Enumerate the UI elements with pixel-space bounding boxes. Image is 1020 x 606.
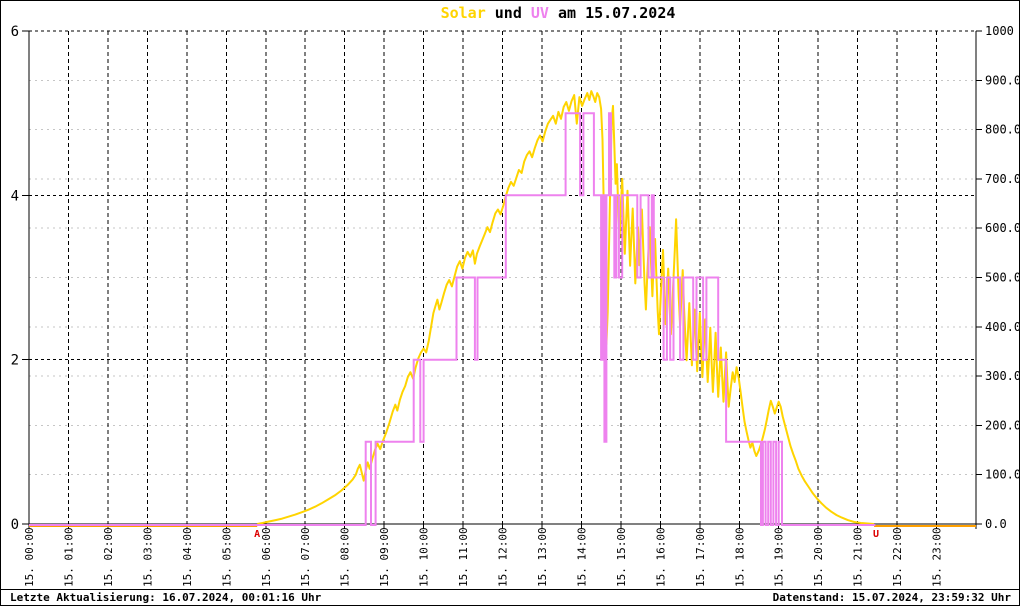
y-right-label: 600.0 [985, 221, 1020, 235]
x-axis-label: 15. 01:00 [62, 527, 75, 587]
x-axis-label: 15. 22:00 [891, 527, 904, 587]
status-data-timestamp: Datenstand: 15.07.2024, 23:59:32 Uhr [772, 591, 1011, 604]
x-axis-label: 15. 20:00 [812, 527, 825, 587]
x-axis-label: 15. 06:00 [260, 527, 273, 587]
sunset-marker: U [873, 529, 879, 540]
status-last-update: Letzte Aktualisierung: 16.07.2024, 00:01… [10, 591, 322, 604]
sunrise-marker: A [254, 529, 260, 540]
y-right-label: 800.0 [985, 123, 1020, 137]
y-right-label: 300.0 [985, 369, 1020, 383]
x-axis-label: 15. 19:00 [773, 527, 786, 587]
x-axis-label: 15. 03:00 [141, 527, 154, 587]
y-right-label: 1000 [985, 24, 1014, 38]
x-axis-label: 15. 16:00 [654, 527, 667, 587]
x-axis-label: 15. 23:00 [931, 527, 944, 587]
x-axis-label: 15. 07:00 [299, 527, 312, 587]
y-left-label: 0 [11, 517, 19, 533]
uv-line [29, 112, 876, 526]
x-axis-label: 15. 02:00 [102, 527, 115, 587]
x-axis-label: 15. 05:00 [220, 527, 233, 587]
x-axis-label: 15. 11:00 [457, 527, 470, 587]
x-axis-label: 15. 13:00 [536, 527, 549, 587]
x-axis-label: 15. 17:00 [694, 527, 707, 587]
x-axis-label: 15. 00:00 [23, 527, 36, 587]
solar-line [257, 90, 875, 525]
chart-plot-area: A U 6 4 2 0 1000 900.0 800.0 700.0 600.0 500.0 400.0… [11, 24, 1020, 587]
x-axis-label: 15. 08:00 [339, 527, 352, 587]
y-right-label: 400.0 [985, 320, 1020, 334]
x-axis-label: 15. 14:00 [575, 527, 588, 587]
y-left-label: 4 [11, 188, 19, 204]
x-axis-label: 15. 09:00 [378, 527, 391, 587]
chart-title-solar: Solar [440, 4, 486, 22]
y-left-label: 6 [11, 24, 19, 40]
x-axis-label: 15. 04:00 [181, 527, 194, 587]
y-right-label: 700.0 [985, 172, 1020, 186]
y-right-label: 200.0 [985, 418, 1020, 432]
y-right-label: 500.0 [985, 271, 1020, 285]
y-right-label: 0.0 [985, 517, 1007, 531]
chart-title: Solar und UV am 15.07.2024 [441, 4, 676, 22]
chart-title-date: am 15.07.2024 [548, 4, 676, 22]
x-axis-label: 15. 15:00 [615, 527, 628, 587]
status-bar: Letzte Aktualisierung: 16.07.2024, 00:01… [1, 589, 1019, 605]
x-axis-label: 15. 12:00 [497, 527, 510, 587]
chart-title-uv: UV [530, 4, 549, 22]
y-right-label: 100.0 [985, 468, 1020, 482]
x-axis-label: 15. 18:00 [733, 527, 746, 587]
y-right-label: 900.0 [985, 73, 1020, 87]
y-left-label: 2 [11, 353, 19, 369]
chart-title-und: und [485, 4, 531, 22]
x-axis-label: 15. 10:00 [418, 527, 431, 587]
x-axis-label: 15. 21:00 [852, 527, 865, 587]
